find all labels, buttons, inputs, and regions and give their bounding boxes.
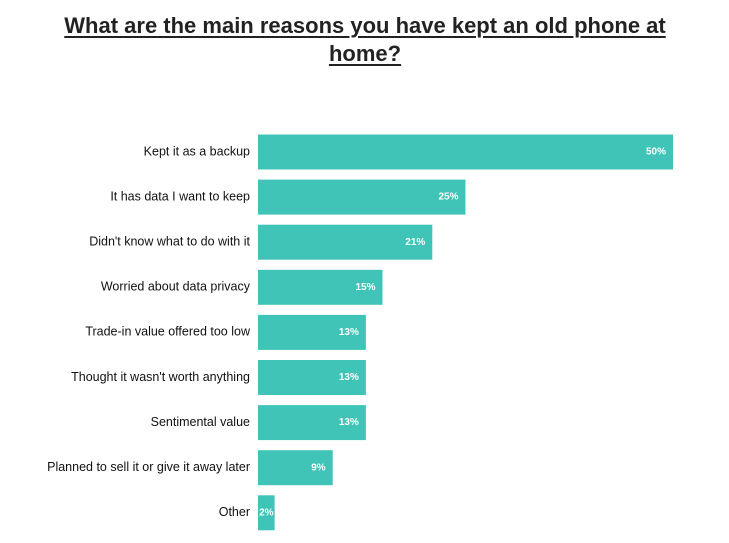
bar-3 bbox=[258, 224, 433, 260]
category-label-7: Sentimental value bbox=[151, 415, 250, 429]
bar-8 bbox=[258, 450, 333, 486]
value-label-9: 2% bbox=[259, 507, 274, 518]
category-label-4: Worried about data privacy bbox=[101, 280, 251, 294]
value-label-1: 50% bbox=[646, 147, 666, 158]
bar-7 bbox=[258, 405, 366, 441]
bar-2 bbox=[258, 179, 466, 215]
value-label-6: 13% bbox=[339, 372, 359, 383]
value-label-4: 15% bbox=[355, 282, 375, 293]
value-label-3: 21% bbox=[405, 237, 425, 248]
bar-6 bbox=[258, 360, 366, 395]
category-label-3: Didn't know what to do with it bbox=[89, 234, 250, 248]
bar-5 bbox=[258, 314, 366, 350]
bar-4 bbox=[258, 269, 383, 305]
value-label-5: 13% bbox=[339, 327, 359, 338]
category-label-9: Other bbox=[219, 505, 250, 519]
category-label-6: Thought it wasn't worth anything bbox=[71, 370, 250, 384]
category-label-1: Kept it as a backup bbox=[144, 144, 250, 158]
value-label-2: 25% bbox=[438, 192, 458, 203]
chart-title: What are the main reasons you have kept … bbox=[64, 13, 666, 66]
value-label-7: 13% bbox=[339, 417, 359, 428]
bar-9 bbox=[258, 495, 275, 531]
bar-1 bbox=[258, 134, 673, 170]
category-label-5: Trade-in value offered too low bbox=[85, 325, 251, 339]
bars-group: Kept it as a backup 50% It has data I want… bbox=[47, 134, 673, 531]
category-label-2: It has data I want to keep bbox=[110, 189, 250, 203]
category-label-8: Planned to sell it or give it away later bbox=[47, 460, 250, 474]
value-label-8: 9% bbox=[311, 462, 326, 473]
